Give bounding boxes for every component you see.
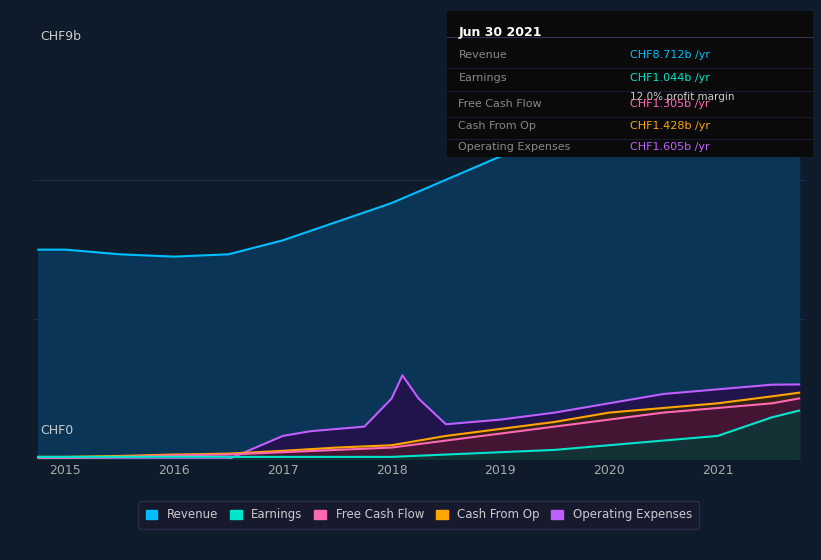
- Legend: Revenue, Earnings, Free Cash Flow, Cash From Op, Operating Expenses: Revenue, Earnings, Free Cash Flow, Cash …: [139, 501, 699, 529]
- Text: Operating Expenses: Operating Expenses: [458, 142, 571, 152]
- Text: CHF1.428b /yr: CHF1.428b /yr: [631, 121, 710, 131]
- Text: 12.0% profit margin: 12.0% profit margin: [631, 92, 735, 102]
- Text: CHF9b: CHF9b: [40, 30, 81, 43]
- Text: CHF0: CHF0: [40, 424, 74, 437]
- Text: Earnings: Earnings: [458, 73, 507, 83]
- Text: CHF8.712b /yr: CHF8.712b /yr: [631, 50, 710, 60]
- Text: CHF1.044b /yr: CHF1.044b /yr: [631, 73, 710, 83]
- Text: Jun 30 2021: Jun 30 2021: [458, 26, 542, 39]
- Text: Free Cash Flow: Free Cash Flow: [458, 99, 542, 109]
- Text: Revenue: Revenue: [458, 50, 507, 60]
- Text: CHF1.605b /yr: CHF1.605b /yr: [631, 142, 709, 152]
- Text: CHF1.305b /yr: CHF1.305b /yr: [631, 99, 709, 109]
- Text: Cash From Op: Cash From Op: [458, 121, 536, 131]
